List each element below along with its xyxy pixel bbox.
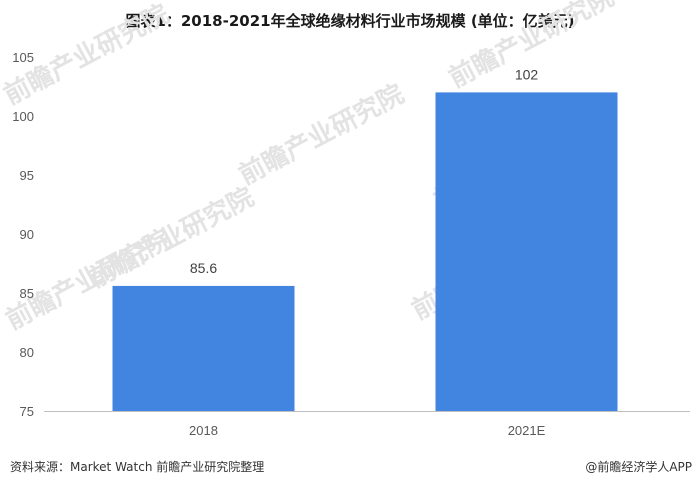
y-tick-label: 100 (12, 109, 34, 124)
bar-2018 (112, 285, 295, 411)
y-axis: 75 80 85 90 95 100 105 (12, 50, 34, 419)
data-labels: 85.6 102 (190, 66, 539, 276)
bar-series (112, 92, 618, 412)
x-tick-label: 2021E (508, 423, 546, 438)
data-label: 102 (515, 66, 539, 82)
data-label: 85.6 (190, 260, 217, 276)
y-tick-label: 90 (20, 227, 34, 242)
watermark-text: 前瞻产业研究院 (84, 181, 259, 294)
y-tick-label: 75 (20, 404, 34, 419)
y-tick-label: 85 (20, 286, 34, 301)
bar-2021E (435, 92, 618, 412)
y-tick-label: 105 (12, 50, 34, 65)
x-tick-label: 2018 (189, 423, 218, 438)
chart-title: 图表1：2018-2021年全球绝缘材料行业市场规模 (单位：亿美元) (125, 12, 575, 30)
credit-note: @前瞻经济学人APP (585, 460, 692, 474)
y-tick-label: 80 (20, 345, 34, 360)
source-note: 资料来源：Market Watch 前瞻产业研究院整理 (10, 460, 265, 474)
watermark-text: 前瞻产业研究院 (234, 78, 409, 191)
y-tick-label: 95 (20, 168, 34, 183)
x-axis: 2018 2021E (189, 423, 546, 438)
